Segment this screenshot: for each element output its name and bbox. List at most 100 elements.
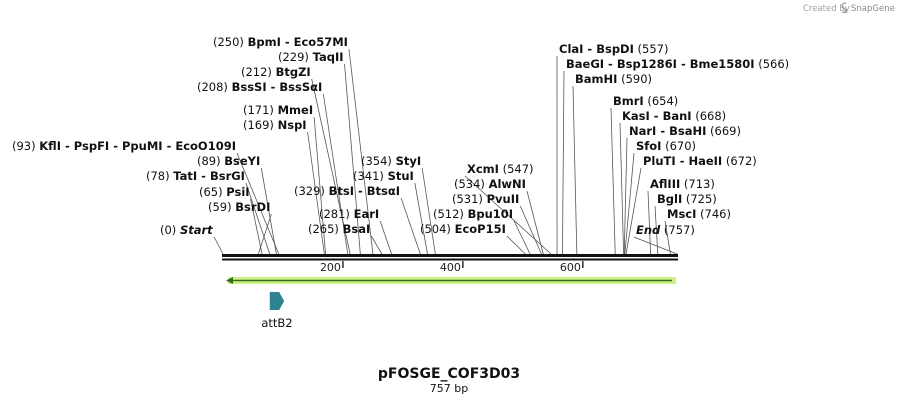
site-position: (0) — [160, 223, 180, 237]
site-label-28[interactable]: SfoI (670) — [636, 139, 696, 153]
site-label-29[interactable]: PluTI - HaeII (672) — [643, 154, 757, 168]
map-title: pFOSGE_COF3D03 — [378, 366, 520, 382]
enzyme-name: BglI — [657, 192, 682, 206]
enzyme-name: - BtsαI — [354, 184, 400, 198]
site-line-17 — [506, 235, 526, 255]
enzyme-name: BsaI — [343, 222, 371, 236]
site-position: (208) — [197, 80, 232, 94]
credit-prefix: Created by — [803, 4, 850, 14]
site-position: (89) — [197, 154, 224, 168]
site-line-33 — [633, 236, 678, 255]
enzyme-name: NarI — [629, 124, 656, 138]
site-position: (654) — [644, 94, 679, 108]
site-label-19[interactable]: (531) PvuII — [452, 192, 519, 206]
enzyme-name: SfoI — [636, 139, 661, 153]
site-label-18[interactable]: (512) Bpu10I — [433, 207, 513, 221]
site-position: (93) — [12, 139, 39, 153]
arrow-left-icon — [226, 277, 233, 284]
feature-attb2-arrow[interactable] — [269, 292, 285, 310]
feature-label[interactable]: attB2 — [261, 316, 292, 330]
site-label-6[interactable]: (169) NspI — [243, 118, 307, 132]
enzyme-name: BtsI — [329, 184, 354, 198]
enzyme-name: - Bsp1286I — [604, 57, 677, 71]
site-label-11[interactable]: (250) BpmI - Eco57MI — [213, 35, 348, 49]
enzyme-name: End — [636, 223, 661, 237]
site-label-12[interactable]: (265) BsaI — [308, 222, 370, 236]
site-position: (746) — [696, 207, 731, 221]
site-position: (281) — [319, 207, 354, 221]
site-line-21 — [464, 175, 552, 255]
enzyme-name: KflI — [39, 139, 61, 153]
site-line-5 — [236, 152, 280, 255]
site-lines — [213, 48, 678, 255]
site-line-15 — [414, 182, 428, 255]
site-label-2[interactable]: (65) PsiI — [199, 185, 250, 199]
enzyme-name: - BsrGI — [197, 169, 245, 183]
site-position: (341) — [353, 169, 388, 183]
site-label-21[interactable]: XcmI (547) — [467, 162, 534, 176]
enzyme-name: EarI — [354, 207, 380, 221]
site-line-26 — [619, 122, 625, 255]
site-line-29 — [625, 167, 642, 255]
site-label-8[interactable]: (208) BssSI - BssSαI — [197, 80, 322, 94]
site-label-26[interactable]: KasI - BanI (668) — [622, 109, 726, 123]
site-label-17[interactable]: (504) EcoP15I — [420, 222, 506, 236]
enzyme-name: - PpuMI — [109, 139, 162, 153]
site-position: (65) — [199, 185, 226, 199]
site-label-25[interactable]: BmrI (654) — [613, 94, 678, 108]
enzyme-name: BpmI — [248, 35, 281, 49]
enzyme-name: - HaeII — [676, 154, 723, 168]
site-label-7[interactable]: (171) MmeI — [243, 103, 313, 117]
enzyme-name: XcmI — [467, 162, 499, 176]
enzyme-name: BssSI — [232, 80, 267, 94]
site-label-9[interactable]: (212) BtgZI — [241, 65, 311, 79]
enzyme-name: Bpu10I — [468, 207, 513, 221]
site-position: (171) — [243, 103, 278, 117]
site-position: (534) — [454, 177, 489, 191]
site-label-10[interactable]: (229) TaqII — [278, 50, 344, 64]
enzyme-name: - BspDI — [583, 42, 633, 56]
site-label-20[interactable]: (534) AlwNI — [454, 177, 526, 191]
site-label-30[interactable]: AflIII (713) — [650, 177, 715, 191]
enzyme-name: AflIII — [650, 177, 680, 191]
site-label-14[interactable]: (329) BtsI - BtsαI — [294, 184, 400, 198]
site-label-23[interactable]: BaeGI - Bsp1286I - Bme1580I (566) — [566, 57, 789, 71]
site-line-32 — [664, 220, 671, 255]
site-line-14 — [400, 197, 421, 255]
site-line-0 — [213, 236, 224, 255]
site-label-15[interactable]: (341) StuI — [353, 169, 414, 183]
site-label-24[interactable]: BamHI (590) — [575, 72, 652, 86]
site-position: (78) — [146, 169, 173, 183]
enzyme-name: BmrI — [613, 94, 644, 108]
site-line-13 — [379, 220, 392, 255]
enzyme-name: BseYI — [224, 154, 260, 168]
site-label-16[interactable]: (354) StyI — [361, 154, 421, 168]
site-position: (713) — [680, 177, 715, 191]
enzyme-name: - EcoO109I — [163, 139, 236, 153]
site-label-1[interactable]: (59) BsrDI — [208, 200, 270, 214]
site-label-3[interactable]: (78) TatI - BsrGI — [146, 169, 245, 183]
site-position: (557) — [634, 42, 669, 56]
site-position: (59) — [208, 200, 235, 214]
site-label-0[interactable]: (0) Start — [160, 223, 213, 237]
site-line-24 — [572, 85, 578, 255]
site-label-27[interactable]: NarI - BsaHI (669) — [629, 124, 741, 138]
site-label-5[interactable]: (93) KflI - PspFI - PpuMI - EcoO109I — [12, 139, 236, 153]
site-line-4 — [260, 167, 277, 255]
backbone-bottom-strand — [222, 258, 678, 261]
site-label-4[interactable]: (89) BseYI — [197, 154, 260, 168]
site-position: (672) — [722, 154, 757, 168]
site-label-33[interactable]: End (757) — [636, 223, 695, 237]
enzyme-name: BtgZI — [276, 65, 311, 79]
site-position: (229) — [278, 50, 313, 64]
site-label-31[interactable]: BglI (725) — [657, 192, 717, 206]
site-label-22[interactable]: ClaI - BspDI (557) — [559, 42, 668, 56]
features: attB2 — [261, 292, 293, 330]
site-line-9 — [311, 78, 351, 255]
enzyme-name: TaqII — [313, 50, 344, 64]
site-labels: (0) Start (59) BsrDI(65) PsiI (78) TatI - … — [12, 35, 789, 237]
snapgene-credit: Created by SnapGene — [803, 2, 895, 14]
site-position: (512) — [433, 207, 468, 221]
site-label-13[interactable]: (281) EarI — [319, 207, 379, 221]
site-label-32[interactable]: MscI (746) — [667, 207, 731, 221]
